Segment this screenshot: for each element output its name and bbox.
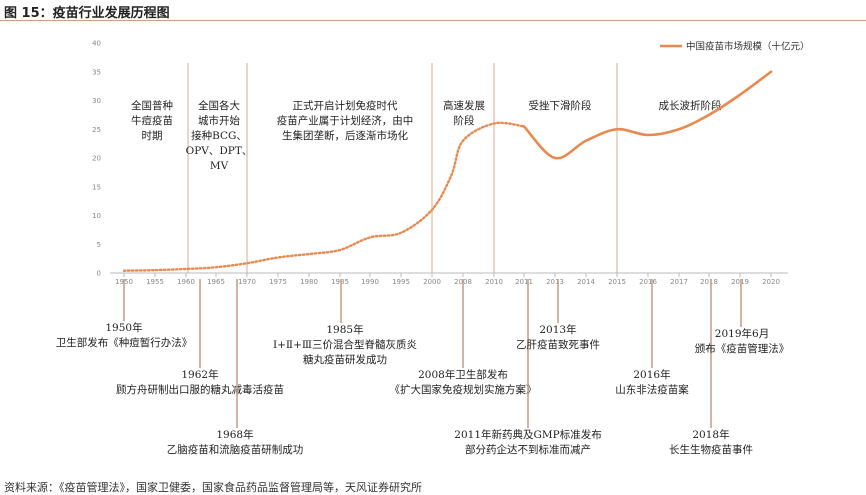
event-label: 2011年新药典及GMP标准发布	[454, 428, 601, 441]
stage-label: MV	[210, 160, 229, 172]
x-tick-label: 2019	[731, 278, 749, 286]
x-tick-label: 2020	[762, 278, 780, 286]
x-tick-label: 1985	[331, 278, 349, 286]
event-label: 乙脑疫苗和流脑疫苗研制成功	[167, 443, 304, 456]
event-label: 《扩大国家免疫规划实施方案》	[390, 383, 537, 396]
event-label: 2013年	[539, 323, 576, 336]
title-rule	[0, 20, 866, 21]
legend-label: 中国疫苗市场规模（十亿元）	[686, 41, 810, 53]
x-tick-label: 1980	[300, 278, 318, 286]
y-tick-label: 15	[92, 183, 101, 191]
x-tick-label: 2010	[485, 278, 503, 286]
y-tick-label: 0	[97, 270, 101, 278]
event-label: 乙肝疫苗致死事件	[516, 338, 600, 351]
vaccine-timeline-chart: 0510152025303540195019551960196519701975…	[56, 40, 810, 457]
stage-label: 成长波折阶段	[659, 99, 722, 112]
event-label: 1968年	[216, 428, 253, 441]
event-label: 2019年6月	[715, 327, 769, 340]
event-label: 2008年卫生部发布	[418, 368, 508, 381]
x-tick-label: 2016	[639, 278, 657, 286]
y-tick-label: 10	[92, 212, 101, 220]
event-label: Ⅰ+Ⅱ+Ⅲ三价混合型脊髓灰质炎	[273, 338, 418, 351]
x-tick-label: 1965	[207, 278, 225, 286]
event-label: 1950年	[105, 321, 142, 334]
x-tick-label: 1975	[269, 278, 287, 286]
x-tick-label: 2011	[515, 278, 533, 286]
y-tick-label: 35	[92, 68, 101, 76]
x-tick-label: 2013	[546, 278, 564, 286]
figure-title: 图 15：疫苗行业发展历程图	[4, 6, 170, 21]
x-tick-label: 1970	[238, 278, 256, 286]
x-tick-label: 2018	[700, 278, 718, 286]
event-label: 2016年	[633, 368, 670, 381]
stage-label: 城市开始	[198, 114, 240, 127]
event-label: 2018年	[692, 428, 729, 441]
stage-label: 高速发展	[443, 99, 485, 112]
y-tick-label: 30	[92, 97, 101, 105]
event-label: 卫生部发布《种痘暂行办法》	[56, 336, 193, 349]
series-line-dotted	[122, 121, 526, 272]
x-tick-label: 2015	[608, 278, 626, 286]
x-tick-label: 1990	[361, 278, 379, 286]
y-tick-label: 20	[92, 155, 101, 163]
stage-label: 生集团垄断，后逐渐市场化	[282, 129, 408, 142]
event-label: 长生生物疫苗事件	[669, 443, 753, 456]
stage-label: 正式开启计划免疫时代	[293, 99, 398, 112]
x-tick-label: 1995	[392, 278, 410, 286]
event-label: 1962年	[181, 368, 218, 381]
source-note: 资料来源：《疫苗管理法》，国家卫健委，国家食品药品监督管理局等，天风证券研究所	[4, 481, 422, 494]
event-label: 顾方舟研制出口服的糖丸减毒活疫苗	[116, 383, 284, 396]
x-tick-label: 2017	[670, 278, 688, 286]
y-tick-label: 5	[97, 241, 101, 249]
stage-label: 时期	[142, 130, 163, 142]
stage-label: 受挫下滑阶段	[529, 99, 592, 112]
y-tick-label: 40	[92, 40, 101, 48]
stage-label: 牛痘疫苗	[131, 114, 173, 127]
event-label: 糖丸疫苗研发成功	[303, 353, 387, 366]
event-label: 1985年	[326, 323, 363, 336]
event-label: 山东非法疫苗案	[615, 383, 689, 396]
stage-label: OPV、DPT、	[186, 145, 253, 157]
event-label: 部分药企达不到标准而减产	[465, 443, 591, 456]
stage-label: 全国普种	[131, 99, 173, 112]
stage-label: 全国各大	[198, 99, 240, 112]
y-tick-label: 25	[92, 126, 101, 134]
stage-label: 接种BCG、	[191, 129, 247, 142]
x-tick-label: 2014	[577, 278, 595, 286]
stage-label: 阶段	[454, 114, 475, 127]
stage-label: 疫苗产业属于计划经济，由中	[277, 114, 414, 127]
x-tick-label: 2000	[423, 278, 441, 286]
series-line-solid	[522, 70, 773, 160]
event-label: 颁布《疫苗管理法》	[695, 342, 790, 355]
x-tick-label: 1955	[146, 278, 164, 286]
x-tick-label: 1960	[177, 278, 195, 286]
